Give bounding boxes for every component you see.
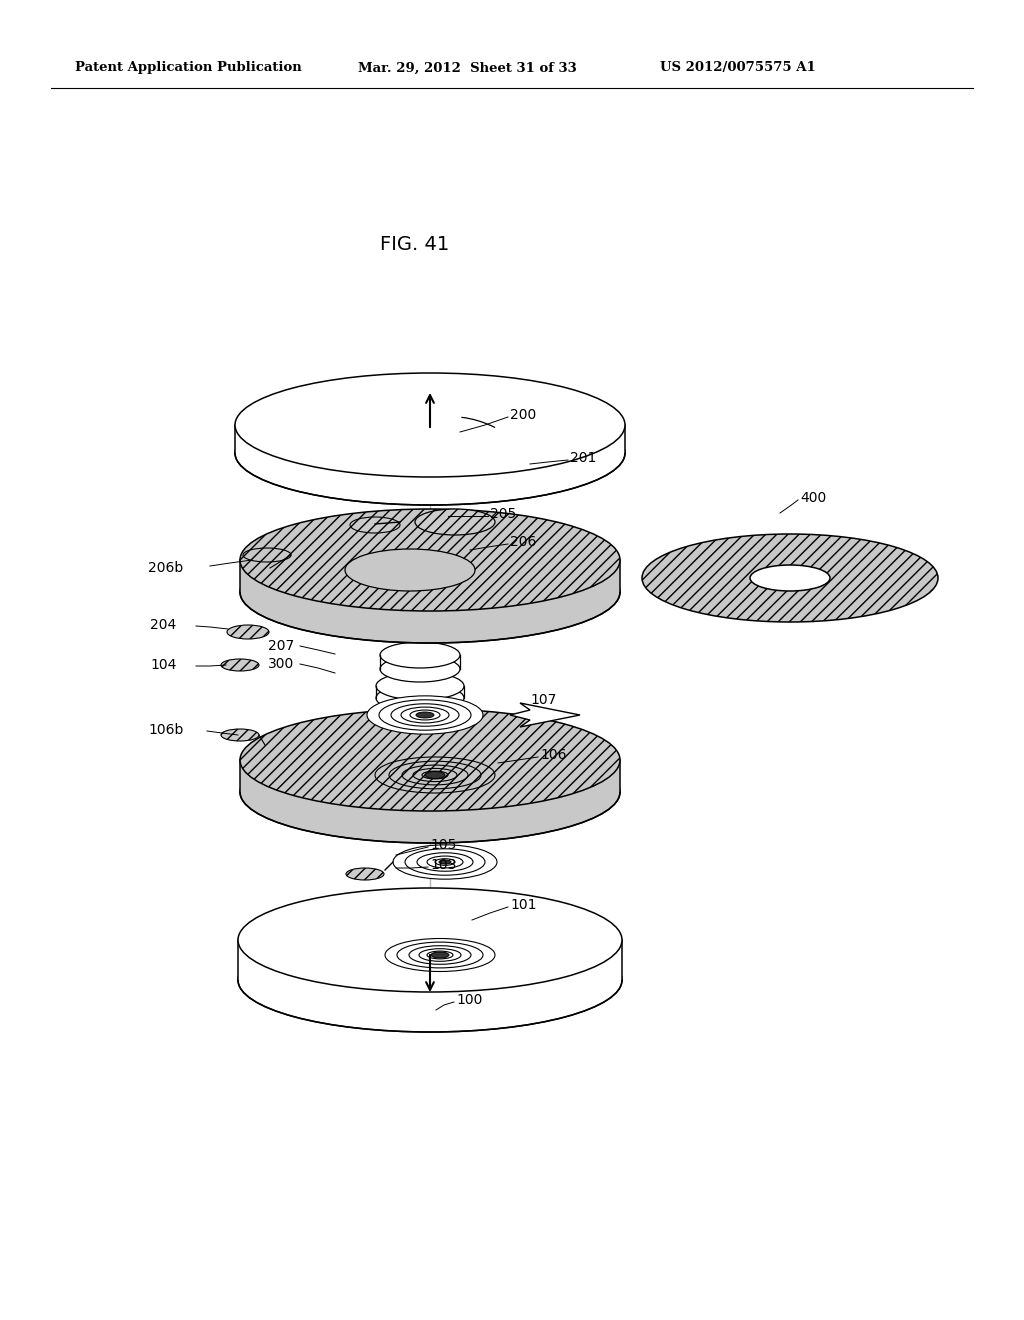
Text: 107: 107 <box>530 693 556 708</box>
Text: 105: 105 <box>430 838 457 851</box>
Ellipse shape <box>240 709 620 810</box>
Ellipse shape <box>427 857 463 869</box>
Text: FIG. 41: FIG. 41 <box>380 235 450 255</box>
Ellipse shape <box>416 711 434 718</box>
Ellipse shape <box>243 548 291 562</box>
Text: 206: 206 <box>510 535 537 549</box>
Ellipse shape <box>221 659 259 671</box>
Text: 205: 205 <box>490 507 516 521</box>
Ellipse shape <box>240 541 620 643</box>
Ellipse shape <box>234 374 625 477</box>
Ellipse shape <box>380 642 460 668</box>
Ellipse shape <box>346 869 384 880</box>
Ellipse shape <box>417 853 473 871</box>
Text: 400: 400 <box>800 491 826 506</box>
Polygon shape <box>510 704 580 727</box>
Text: 103: 103 <box>430 858 457 873</box>
Text: US 2012/0075575 A1: US 2012/0075575 A1 <box>660 62 816 74</box>
Ellipse shape <box>642 535 938 622</box>
Ellipse shape <box>240 510 620 611</box>
Text: 106: 106 <box>540 748 566 762</box>
Polygon shape <box>240 560 620 591</box>
Ellipse shape <box>415 510 495 535</box>
Text: 106b: 106b <box>148 723 183 737</box>
Ellipse shape <box>380 656 460 682</box>
Text: Mar. 29, 2012  Sheet 31 of 33: Mar. 29, 2012 Sheet 31 of 33 <box>358 62 577 74</box>
Text: Patent Application Publication: Patent Application Publication <box>75 62 302 74</box>
Ellipse shape <box>431 952 449 958</box>
Ellipse shape <box>376 684 464 711</box>
Text: 201: 201 <box>570 451 596 465</box>
Ellipse shape <box>393 845 497 879</box>
Text: 200: 200 <box>510 408 537 422</box>
Polygon shape <box>238 940 622 979</box>
Ellipse shape <box>227 624 269 639</box>
Ellipse shape <box>234 401 625 506</box>
Ellipse shape <box>221 729 259 741</box>
Ellipse shape <box>379 700 471 730</box>
Ellipse shape <box>238 928 622 1032</box>
Text: 300: 300 <box>268 657 294 671</box>
Text: 100: 100 <box>456 993 482 1007</box>
Ellipse shape <box>410 710 440 719</box>
Ellipse shape <box>238 888 622 993</box>
Ellipse shape <box>367 696 483 734</box>
Ellipse shape <box>439 861 451 865</box>
Ellipse shape <box>376 672 464 700</box>
Ellipse shape <box>401 708 449 723</box>
Ellipse shape <box>435 859 455 866</box>
Text: 101: 101 <box>510 898 537 912</box>
Ellipse shape <box>425 771 445 779</box>
Text: 207: 207 <box>268 639 294 653</box>
Ellipse shape <box>240 741 620 843</box>
Text: 104: 104 <box>150 657 176 672</box>
Ellipse shape <box>406 849 485 875</box>
Ellipse shape <box>350 517 400 533</box>
Text: 206b: 206b <box>148 561 183 576</box>
Ellipse shape <box>750 565 830 591</box>
Polygon shape <box>234 425 625 453</box>
Ellipse shape <box>345 549 475 591</box>
Ellipse shape <box>391 704 459 726</box>
Polygon shape <box>240 760 620 792</box>
Text: 204: 204 <box>150 618 176 632</box>
